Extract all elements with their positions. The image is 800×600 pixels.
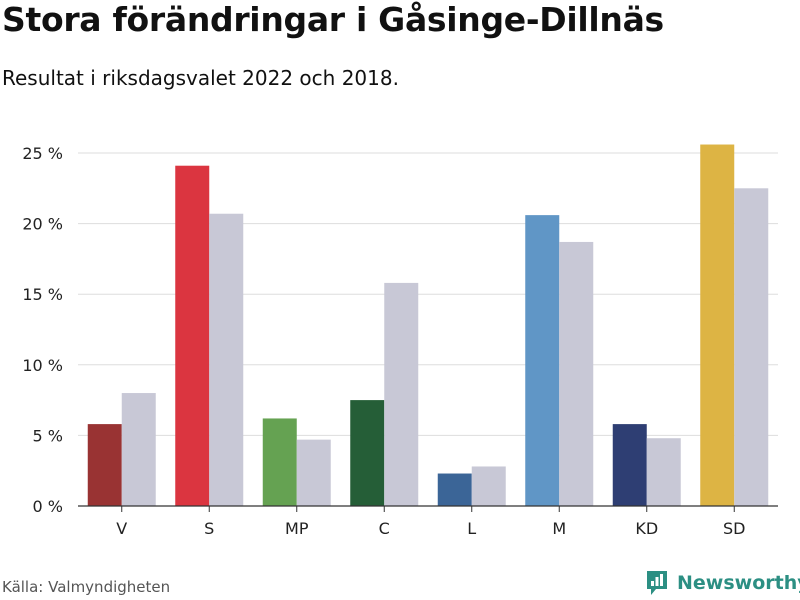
bar-mp-series-2: [296, 439, 331, 506]
bar-v-series-1: [87, 424, 122, 506]
x-tick-label: M: [552, 519, 566, 538]
chart-subtitle: Resultat i riksdagsvalet 2022 och 2018.: [2, 66, 399, 90]
y-tick-label: 5 %: [33, 426, 63, 445]
x-tick-label: V: [116, 519, 127, 538]
bar-v-series-2: [121, 393, 156, 506]
bar-chart: 0 % 5 % 10 % 15 % 20 % 25 % V S MP C L M KD SD: [22, 144, 778, 538]
x-tick-label: MP: [285, 519, 309, 538]
bar-c-series-2: [384, 282, 419, 506]
bar-m-series-1: [525, 215, 560, 507]
brand-name: Newsworthy: [677, 572, 800, 594]
y-tick-label: 10 %: [22, 356, 63, 375]
y-tick-label: 0 %: [33, 497, 63, 516]
bar-s-series-2: [209, 213, 244, 506]
bar-m-series-2: [559, 241, 594, 506]
x-axis: V S MP C L M KD SD: [78, 505, 778, 538]
bars: [87, 144, 769, 507]
bar-kd-series-1: [612, 424, 647, 506]
chart-title: Stora förändringar i Gåsinge-Dillnäs: [2, 0, 664, 39]
newsworthy-logo: Newsworthy: [645, 568, 800, 598]
y-tick-label: 20 %: [22, 215, 63, 234]
x-tick-label: L: [467, 519, 476, 538]
bar-l-series-2: [471, 466, 506, 506]
bar-sd-series-2: [734, 188, 769, 507]
bar-sd-series-1: [700, 144, 735, 506]
x-tick-label: SD: [723, 519, 745, 538]
bar-chart-icon: [647, 571, 667, 595]
y-tick-label: 15 %: [22, 285, 63, 304]
y-tick-label: 25 %: [22, 144, 63, 163]
bar-l-series-1: [437, 473, 472, 506]
source-note: Källa: Valmyndigheten: [2, 578, 171, 596]
bar-c-series-1: [350, 400, 385, 506]
bar-kd-series-2: [646, 438, 681, 506]
x-tick-label: C: [379, 519, 390, 538]
y-axis: 0 % 5 % 10 % 15 % 20 % 25 %: [22, 144, 63, 516]
x-tick-label: S: [204, 519, 214, 538]
bar-s-series-1: [175, 165, 210, 506]
x-tick-label: KD: [635, 519, 658, 538]
bar-mp-series-1: [262, 418, 297, 506]
